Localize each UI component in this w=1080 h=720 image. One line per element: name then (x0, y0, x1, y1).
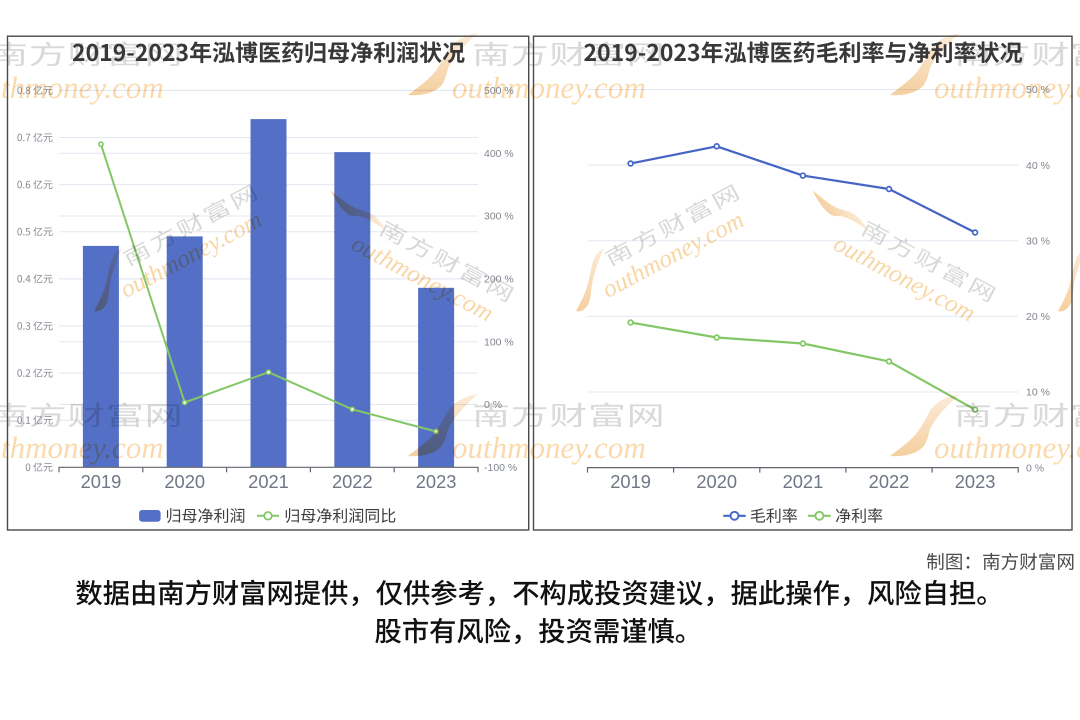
svg-text:200 %: 200 % (484, 274, 514, 286)
svg-text:outhmoney.com: outhmoney.com (452, 70, 646, 105)
svg-text:2021: 2021 (248, 471, 289, 492)
svg-text:2021: 2021 (783, 471, 824, 492)
svg-text:2023: 2023 (416, 471, 457, 492)
svg-text:300 %: 300 % (484, 211, 514, 223)
svg-text:outhmoney.com: outhmoney.com (452, 430, 646, 465)
svg-text:30 %: 30 % (1026, 235, 1050, 247)
svg-text:outhmoney.com: outhmoney.com (0, 430, 164, 465)
svg-text:20 %: 20 % (1026, 311, 1050, 323)
svg-text:outhmoney.com: outhmoney.com (934, 70, 1080, 105)
svg-text:100 %: 100 % (484, 336, 514, 348)
svg-text:50 %: 50 % (1026, 84, 1050, 96)
svg-text:2020: 2020 (164, 471, 205, 492)
svg-text:40 %: 40 % (1026, 160, 1050, 172)
svg-text:2019: 2019 (81, 471, 122, 492)
svg-text:400 %: 400 % (484, 148, 514, 160)
svg-text:2023: 2023 (955, 471, 996, 492)
svg-text:outhmoney.com: outhmoney.com (0, 70, 164, 105)
svg-text:10 %: 10 % (1026, 387, 1050, 399)
svg-text:500 %: 500 % (484, 85, 514, 97)
svg-text:2022: 2022 (332, 471, 373, 492)
svg-text:-100 %: -100 % (484, 462, 517, 474)
svg-text:outhmoney.com: outhmoney.com (934, 430, 1080, 465)
svg-text:2019: 2019 (610, 471, 651, 492)
svg-text:2020: 2020 (696, 471, 737, 492)
svg-text:0 %: 0 % (484, 399, 502, 411)
svg-text:0 %: 0 % (1026, 462, 1044, 474)
svg-text:2022: 2022 (869, 471, 910, 492)
